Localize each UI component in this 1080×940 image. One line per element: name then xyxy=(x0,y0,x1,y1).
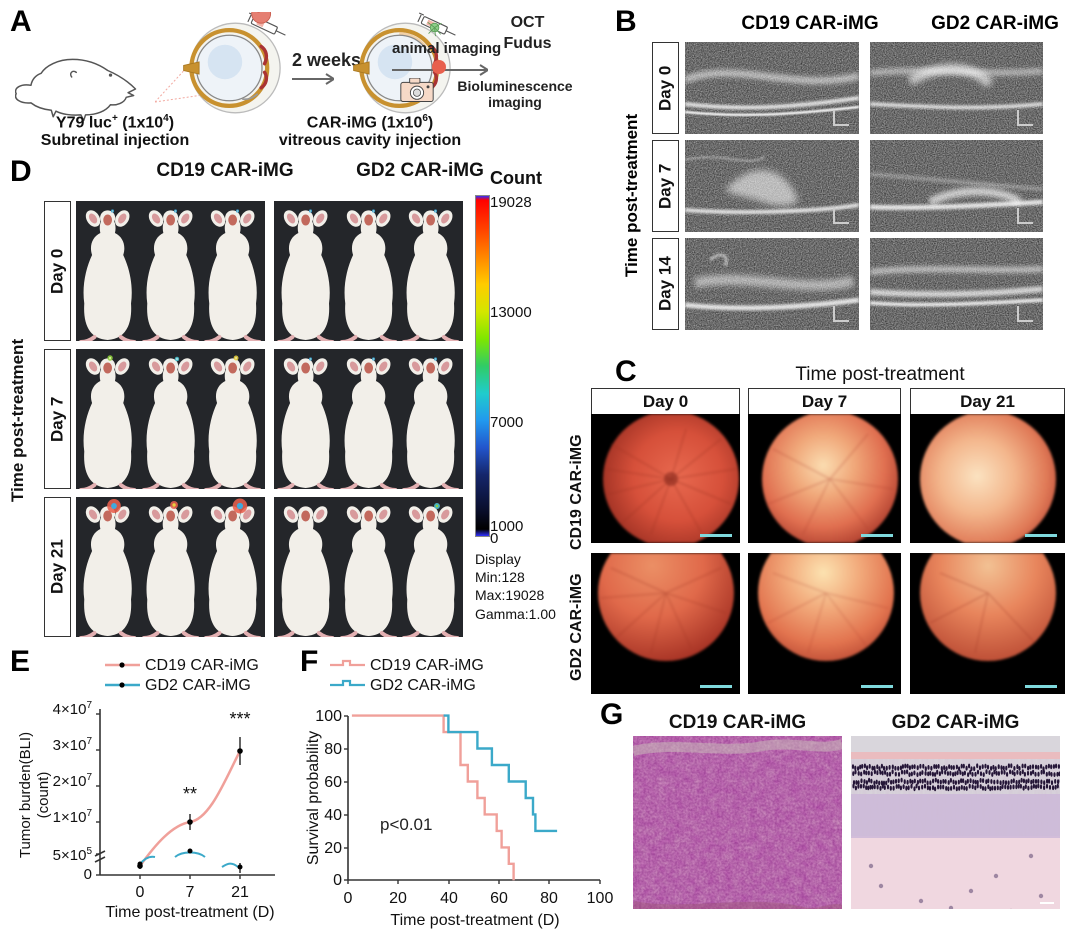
svg-text:0: 0 xyxy=(344,890,353,907)
svg-text:Survival probability: Survival probability xyxy=(305,731,322,865)
svg-text:3×107: 3×107 xyxy=(53,736,93,754)
svg-text:0: 0 xyxy=(333,872,342,889)
svg-text:20: 20 xyxy=(324,840,342,857)
svg-text:21: 21 xyxy=(231,884,249,901)
svg-text:80: 80 xyxy=(324,741,342,758)
svg-text:(count): (count) xyxy=(35,772,52,819)
svg-text:GD2 CAR-iMG: GD2 CAR-iMG xyxy=(145,677,251,694)
svg-text:p<0.01: p<0.01 xyxy=(380,815,432,834)
svg-text:CD19 CAR-iMG: CD19 CAR-iMG xyxy=(370,657,484,674)
svg-text:7: 7 xyxy=(186,884,195,901)
svg-text:CD19 CAR-iMG: CD19 CAR-iMG xyxy=(145,657,259,674)
svg-text:40: 40 xyxy=(324,807,342,824)
svg-text:GD2 CAR-iMG: GD2 CAR-iMG xyxy=(370,677,476,694)
svg-text:1×107: 1×107 xyxy=(53,808,93,826)
svg-text:40: 40 xyxy=(440,890,458,907)
svg-text:5×105: 5×105 xyxy=(53,846,93,864)
svg-text:Tumor burden(BLI): Tumor burden(BLI) xyxy=(17,732,34,858)
svg-text:Time post-treatment (D): Time post-treatment (D) xyxy=(390,912,559,929)
svg-text:***: *** xyxy=(229,709,250,729)
svg-text:0: 0 xyxy=(136,884,145,901)
svg-text:20: 20 xyxy=(389,890,407,907)
svg-text:Time post-treatment (D): Time post-treatment (D) xyxy=(105,904,274,921)
svg-text:4×107: 4×107 xyxy=(53,700,93,718)
svg-text:60: 60 xyxy=(490,890,508,907)
svg-text:**: ** xyxy=(183,784,197,804)
svg-text:80: 80 xyxy=(540,890,558,907)
svg-text:60: 60 xyxy=(324,774,342,791)
svg-text:100: 100 xyxy=(315,708,342,725)
svg-text:2×107: 2×107 xyxy=(53,772,93,790)
svg-text:0: 0 xyxy=(84,866,92,883)
